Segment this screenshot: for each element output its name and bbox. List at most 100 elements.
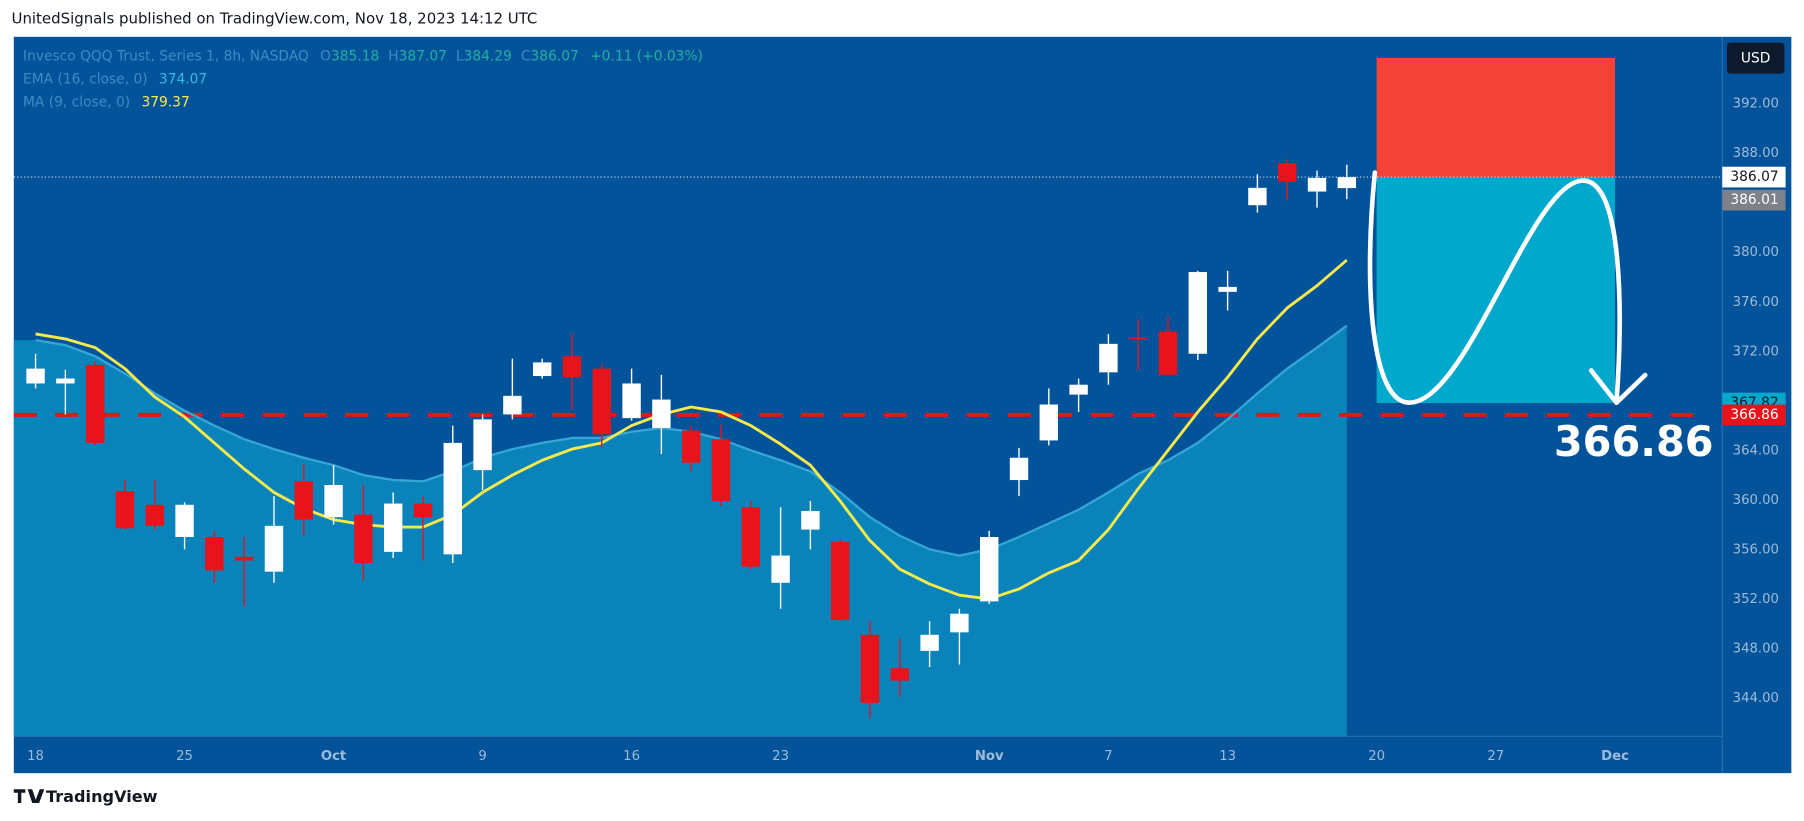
- y-tick-label: 380.00: [1733, 245, 1779, 260]
- labels-layer: 344.00348.00352.00356.00360.00364.00368.…: [27, 97, 1786, 764]
- last-price-label-box: [1722, 166, 1786, 188]
- candle-body: [115, 491, 135, 529]
- x-tick-label: Oct: [321, 749, 347, 764]
- candle-body: [1069, 384, 1088, 395]
- candle-body: [950, 613, 969, 633]
- x-tick-label: 18: [27, 749, 44, 764]
- publish-header: UnitedSignals published on TradingView.c…: [12, 10, 538, 28]
- candle-body: [1099, 343, 1118, 373]
- candle-body: [920, 634, 939, 651]
- candle-body: [1188, 272, 1208, 354]
- area-layer: [13, 57, 1723, 737]
- candle-body: [85, 364, 105, 443]
- candle-body: [1307, 177, 1327, 192]
- x-tick-label: 27: [1487, 749, 1504, 764]
- footer-brand: TradingView: [46, 787, 158, 806]
- x-tick-label: 7: [1104, 749, 1112, 764]
- ohlc-label: L: [456, 48, 464, 64]
- ema-name: EMA (16, close, 0): [23, 71, 148, 87]
- candle-body: [1129, 337, 1148, 340]
- ohlc-value: 385.18: [331, 48, 379, 64]
- y-tick-label: 348.00: [1733, 641, 1779, 656]
- candle-body: [890, 668, 910, 681]
- change: +0.11 (+0.03%): [590, 48, 703, 64]
- x-tick-label: 16: [623, 749, 640, 764]
- marks-layer: [26, 159, 1357, 718]
- ohlc-label: H: [388, 48, 398, 64]
- candle-body: [1278, 163, 1297, 182]
- candle-body: [234, 556, 254, 561]
- candle-body: [801, 510, 820, 530]
- candle-body: [383, 503, 403, 552]
- candle-body: [56, 378, 75, 384]
- x-tick-label: Dec: [1601, 749, 1629, 764]
- candle-body: [26, 368, 45, 384]
- candle-body: [1248, 187, 1267, 206]
- position-target: [1376, 177, 1616, 404]
- ohlc-value: 386.07: [531, 48, 579, 64]
- y-tick-label: 376.00: [1733, 295, 1779, 310]
- candle-body: [532, 362, 552, 377]
- extra-price-box: [1722, 189, 1786, 211]
- candle-body: [1009, 457, 1029, 481]
- candle-body: [741, 507, 760, 567]
- y-tick-label: 356.00: [1733, 542, 1779, 557]
- currency-box[interactable]: [1726, 42, 1785, 74]
- candle-body: [1039, 404, 1059, 441]
- candle-body: [145, 504, 164, 526]
- symbol: Invesco QQQ Trust, Series 1, 8h, NASDAQ: [23, 48, 309, 64]
- candle-body: [562, 356, 582, 378]
- candle-body: [830, 541, 850, 620]
- legend-symbol: Invesco QQQ Trust, Series 1, 8h, NASDAQ …: [23, 48, 703, 64]
- currency[interactable]: USD: [1741, 51, 1770, 67]
- candle-body: [860, 634, 880, 703]
- candle-body: [1337, 177, 1357, 189]
- legend-ema: EMA (16, close, 0) 374.07: [23, 71, 207, 87]
- candle-body: [652, 399, 671, 429]
- candle-body: [324, 484, 343, 518]
- ema-value: 374.07: [159, 71, 207, 87]
- ohlc-label: C: [521, 48, 531, 64]
- ohlc-label: O: [320, 48, 331, 64]
- y-tick-label: 388.00: [1733, 146, 1779, 161]
- legend-ma: MA (9, close, 0) 379.37: [23, 94, 190, 110]
- candle-body: [205, 536, 224, 571]
- ma-value: 379.37: [141, 94, 189, 110]
- candle-body: [711, 439, 731, 502]
- candle-body: [503, 395, 522, 415]
- candle-body: [622, 383, 641, 419]
- candle-body: [771, 555, 790, 583]
- candle-body: [443, 442, 462, 555]
- candle-body: [1158, 331, 1178, 375]
- candle-body: [354, 514, 373, 563]
- ma-name: MA (9, close, 0): [23, 94, 130, 110]
- y-tick-label: 360.00: [1733, 493, 1779, 508]
- drawn-arrow: [1588, 368, 1648, 405]
- position-stop: [1376, 57, 1616, 178]
- y-tick-label: 392.00: [1733, 97, 1779, 112]
- x-tick-label: 25: [176, 749, 193, 764]
- candle-body: [413, 503, 433, 518]
- level-label: 366.86: [1730, 407, 1778, 423]
- y-tick-label: 372.00: [1733, 344, 1779, 359]
- candle-body: [264, 525, 284, 572]
- candle-body: [979, 536, 999, 602]
- candle-body: [681, 430, 701, 463]
- level-label-box: [1722, 404, 1786, 426]
- ma-line: [35, 258, 1348, 601]
- candle-body: [592, 368, 611, 435]
- candle-body: [1218, 286, 1237, 292]
- x-tick-label: 20: [1368, 749, 1385, 764]
- x-tick-label: Nov: [975, 749, 1004, 764]
- candle-body: [294, 481, 313, 520]
- x-tick-label: 9: [478, 749, 486, 764]
- level-annotation: 366.86: [1554, 418, 1714, 466]
- y-tick-label: 352.00: [1733, 592, 1779, 607]
- ohlc-value: 384.29: [464, 48, 512, 64]
- x-tick-label: 13: [1219, 749, 1236, 764]
- candle-body: [175, 504, 194, 537]
- extra-price-label: 386.01: [1730, 192, 1778, 208]
- ohlc-value: 387.07: [399, 48, 447, 64]
- y-tick-label: 364.00: [1733, 443, 1779, 458]
